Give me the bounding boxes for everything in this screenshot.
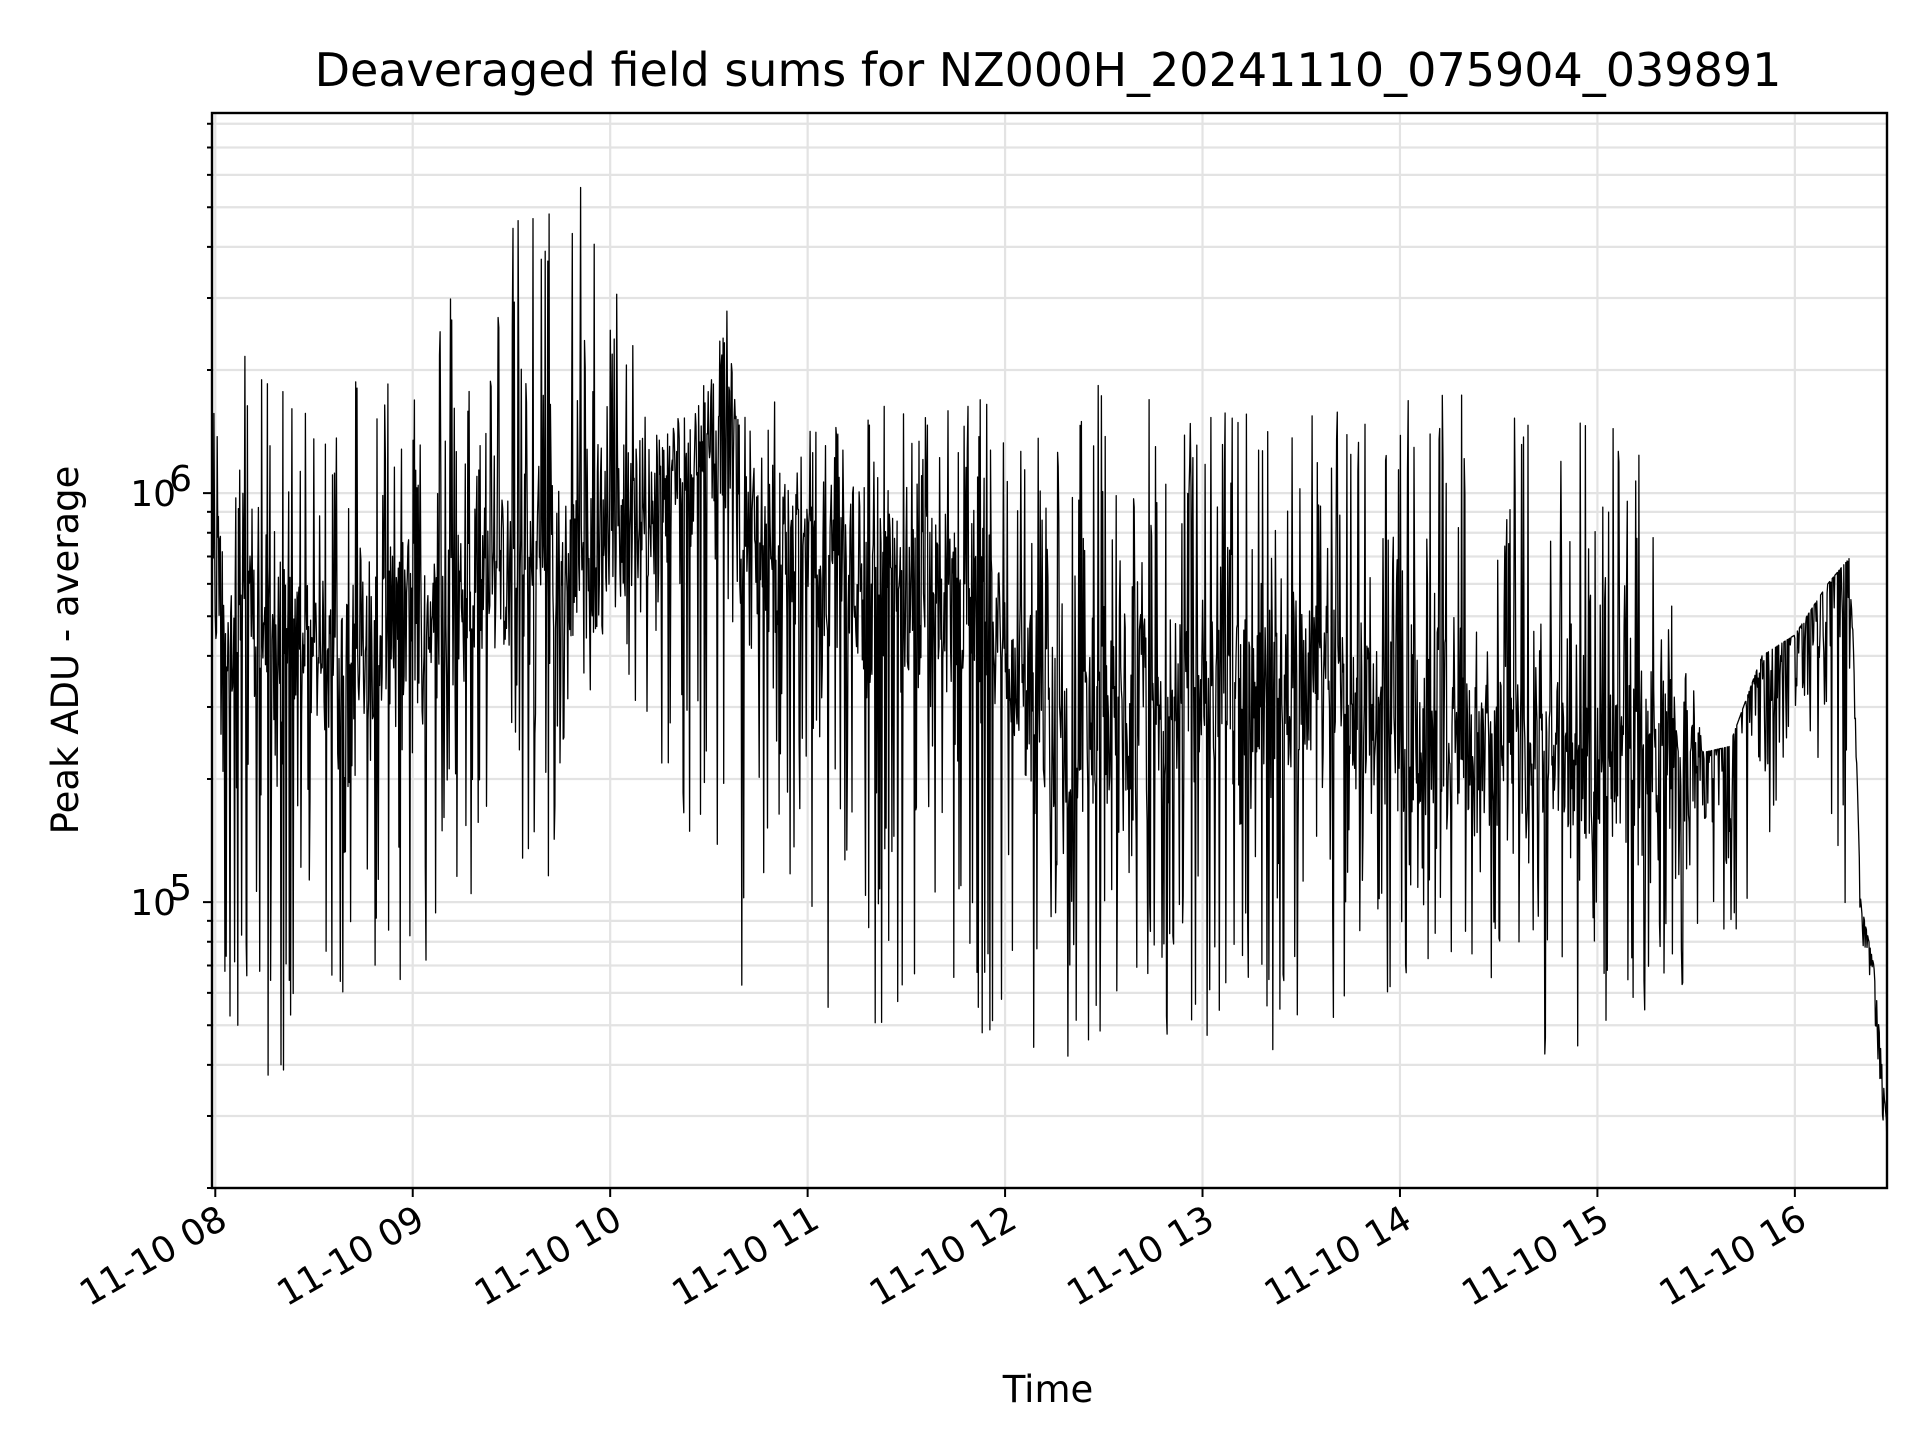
y-tick-label-base: 10 bbox=[130, 883, 176, 924]
y-tick-label: 10 bbox=[130, 883, 176, 924]
y-tick-label-exponent: 6 bbox=[169, 459, 192, 500]
series-layer bbox=[211, 186, 1888, 1149]
ticks bbox=[203, 122, 1796, 1197]
chart-title: Deaveraged field sums for NZ000H_2024111… bbox=[315, 43, 1782, 97]
x-axis-label: Time bbox=[1002, 1368, 1094, 1411]
series-line bbox=[211, 186, 1888, 1149]
y-tick-label-exponent: 5 bbox=[169, 868, 192, 909]
y-tick-label: 10 bbox=[130, 474, 176, 515]
y-axis-label: Peak ADU - average bbox=[44, 466, 87, 835]
plot-frame bbox=[210, 111, 1889, 1190]
y-tick-label-base: 10 bbox=[130, 474, 176, 515]
